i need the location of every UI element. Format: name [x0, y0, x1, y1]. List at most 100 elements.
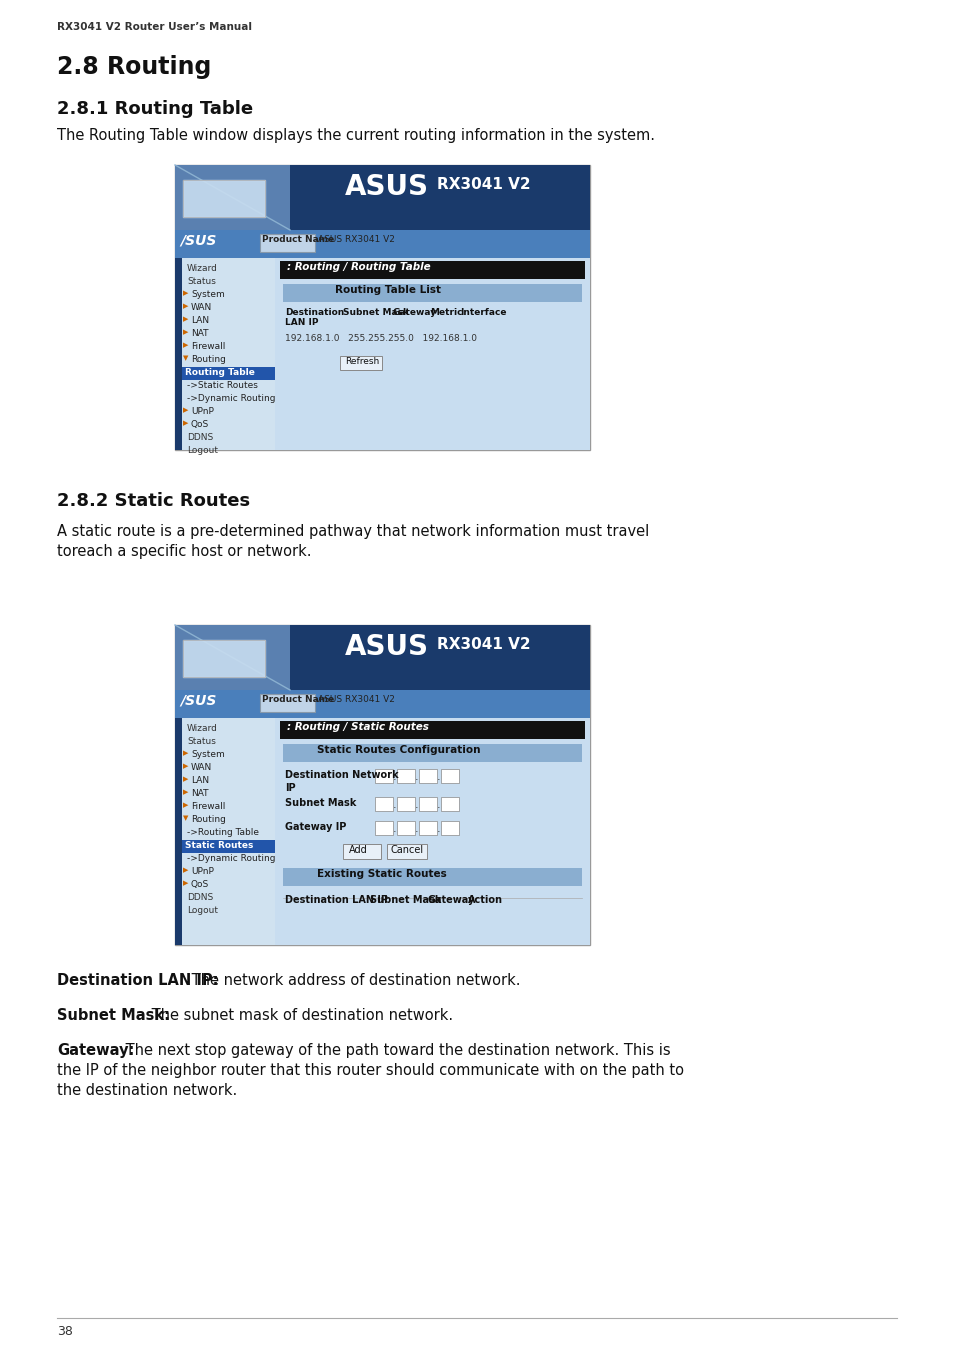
- Text: Add: Add: [349, 845, 367, 855]
- Text: ASUS: ASUS: [345, 173, 429, 201]
- Text: the IP of the neighbor router that this router should communicate with on the pa: the IP of the neighbor router that this …: [57, 1062, 683, 1079]
- Text: Wizard: Wizard: [187, 724, 217, 733]
- Bar: [396, 796, 415, 811]
- Bar: [174, 230, 589, 258]
- Text: Routing: Routing: [191, 355, 226, 364]
- Bar: [280, 721, 584, 738]
- Bar: [418, 796, 436, 811]
- Polygon shape: [183, 180, 265, 217]
- Bar: [283, 868, 581, 886]
- Text: ▼: ▼: [183, 355, 188, 360]
- Bar: [174, 625, 589, 690]
- Text: Logout: Logout: [187, 906, 218, 915]
- Text: ASUS RX3041 V2: ASUS RX3041 V2: [317, 235, 395, 244]
- Text: Firewall: Firewall: [191, 342, 225, 351]
- Text: Destination Network: Destination Network: [285, 769, 398, 780]
- Text: ▶: ▶: [183, 302, 188, 309]
- Text: .: .: [393, 772, 396, 782]
- Text: NAT: NAT: [191, 329, 209, 338]
- Bar: [274, 258, 589, 450]
- Bar: [260, 234, 314, 252]
- Text: : Routing / Static Routes: : Routing / Static Routes: [287, 722, 429, 732]
- Text: QoS: QoS: [191, 420, 209, 429]
- Text: NAT: NAT: [191, 788, 209, 798]
- Bar: [174, 690, 589, 718]
- Text: The next stop gateway of the path toward the destination network. This is: The next stop gateway of the path toward…: [121, 1044, 670, 1058]
- Text: Destination LAN IP: Destination LAN IP: [285, 895, 388, 905]
- Bar: [174, 258, 182, 450]
- Bar: [280, 261, 584, 279]
- Text: Routing Table List: Routing Table List: [335, 285, 440, 296]
- Text: 192.168.1.0   255.255.255.0   192.168.1.0: 192.168.1.0 255.255.255.0 192.168.1.0: [285, 333, 476, 343]
- Text: ▼: ▼: [183, 815, 188, 821]
- Text: DDNS: DDNS: [187, 892, 213, 902]
- Text: Destination LAN IP:: Destination LAN IP:: [57, 973, 218, 988]
- Text: Product Name: Product Name: [262, 695, 334, 703]
- Bar: [375, 821, 393, 836]
- Text: Status: Status: [187, 277, 215, 286]
- Text: ->Routing Table: ->Routing Table: [187, 828, 258, 837]
- Text: LAN: LAN: [191, 776, 209, 784]
- Text: ▶: ▶: [183, 776, 188, 782]
- Text: .: .: [393, 824, 396, 834]
- Text: ▶: ▶: [183, 420, 188, 427]
- Text: .: .: [436, 801, 440, 810]
- Text: Routing Table: Routing Table: [185, 369, 254, 377]
- Text: .: .: [415, 801, 418, 810]
- Bar: [174, 258, 274, 450]
- Text: Cancel: Cancel: [391, 845, 424, 855]
- Text: ▶: ▶: [183, 290, 188, 296]
- Bar: [375, 769, 393, 783]
- Bar: [274, 718, 589, 945]
- Text: Logout: Logout: [187, 446, 218, 455]
- Text: ▶: ▶: [183, 329, 188, 335]
- Text: Gateway: Gateway: [428, 895, 475, 905]
- Text: Gateway: Gateway: [393, 308, 436, 317]
- Bar: [174, 718, 182, 945]
- Bar: [387, 844, 427, 859]
- Bar: [418, 821, 436, 836]
- Text: DDNS: DDNS: [187, 433, 213, 441]
- Text: Action: Action: [468, 895, 502, 905]
- Bar: [440, 769, 458, 783]
- Text: The Routing Table window displays the current routing information in the system.: The Routing Table window displays the cu…: [57, 128, 655, 143]
- Text: Subnet Mask: Subnet Mask: [285, 798, 356, 809]
- Text: ▶: ▶: [183, 342, 188, 348]
- Bar: [174, 165, 290, 230]
- Text: The subnet mask of destination network.: The subnet mask of destination network.: [147, 1008, 453, 1023]
- Bar: [440, 796, 458, 811]
- Text: Subnet Mask: Subnet Mask: [343, 308, 409, 317]
- Text: Refresh: Refresh: [345, 356, 379, 366]
- Bar: [283, 744, 581, 761]
- Text: : Routing / Routing Table: : Routing / Routing Table: [287, 262, 430, 271]
- Text: the destination network.: the destination network.: [57, 1083, 237, 1098]
- Text: WAN: WAN: [191, 302, 212, 312]
- Text: Subnet Mask:: Subnet Mask:: [57, 1008, 170, 1023]
- Bar: [182, 367, 274, 379]
- Text: Wizard: Wizard: [187, 265, 217, 273]
- Text: ASUS: ASUS: [345, 633, 429, 662]
- Text: Destination: Destination: [285, 308, 344, 317]
- Text: .: .: [415, 824, 418, 834]
- Text: WAN: WAN: [191, 763, 212, 772]
- Text: ▶: ▶: [183, 751, 188, 756]
- Text: ->Dynamic Routing: ->Dynamic Routing: [187, 855, 275, 863]
- Text: 2.8 Routing: 2.8 Routing: [57, 55, 212, 80]
- Text: ▶: ▶: [183, 788, 188, 795]
- Text: RX3041 V2: RX3041 V2: [436, 177, 530, 192]
- Bar: [182, 840, 274, 853]
- Text: toreach a specific host or network.: toreach a specific host or network.: [57, 544, 312, 559]
- Text: /SUS: /SUS: [180, 234, 216, 247]
- Bar: [174, 625, 589, 945]
- Text: RX3041 V2 Router User’s Manual: RX3041 V2 Router User’s Manual: [57, 22, 252, 32]
- Bar: [418, 769, 436, 783]
- Bar: [343, 844, 380, 859]
- Text: UPnP: UPnP: [191, 867, 213, 876]
- Text: Existing Static Routes: Existing Static Routes: [316, 869, 446, 879]
- Text: /SUS: /SUS: [180, 693, 216, 707]
- Text: IP: IP: [285, 783, 295, 792]
- Bar: [174, 165, 589, 450]
- Text: ASUS RX3041 V2: ASUS RX3041 V2: [317, 695, 395, 703]
- Polygon shape: [183, 640, 265, 676]
- Bar: [396, 821, 415, 836]
